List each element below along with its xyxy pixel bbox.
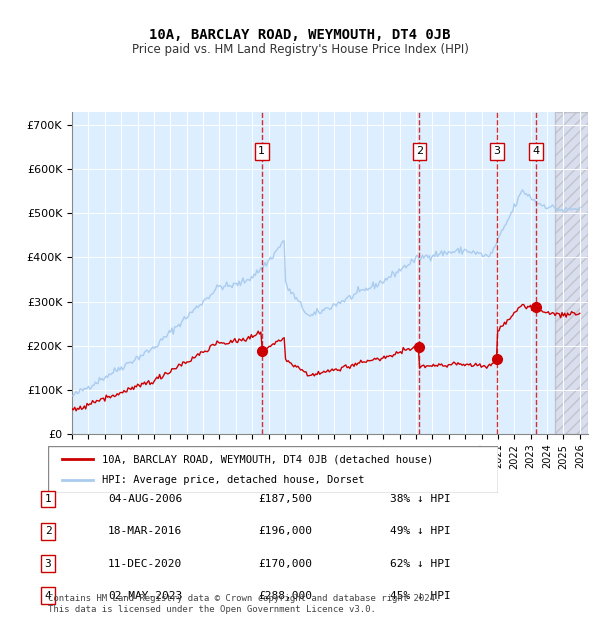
- Text: 02-MAY-2023: 02-MAY-2023: [108, 591, 182, 601]
- Text: Contains HM Land Registry data © Crown copyright and database right 2024.
This d: Contains HM Land Registry data © Crown c…: [48, 595, 440, 614]
- Text: 1: 1: [44, 494, 52, 504]
- Text: 62% ↓ HPI: 62% ↓ HPI: [390, 559, 451, 569]
- Text: 3: 3: [493, 146, 500, 156]
- FancyBboxPatch shape: [48, 446, 498, 493]
- Text: £288,000: £288,000: [258, 591, 312, 601]
- Text: Price paid vs. HM Land Registry's House Price Index (HPI): Price paid vs. HM Land Registry's House …: [131, 43, 469, 56]
- Bar: [555, 112, 588, 434]
- Text: £170,000: £170,000: [258, 559, 312, 569]
- Text: 49% ↓ HPI: 49% ↓ HPI: [390, 526, 451, 536]
- Text: 10A, BARCLAY ROAD, WEYMOUTH, DT4 0JB (detached house): 10A, BARCLAY ROAD, WEYMOUTH, DT4 0JB (de…: [102, 454, 433, 464]
- Text: 2: 2: [44, 526, 52, 536]
- Text: 4: 4: [532, 146, 539, 156]
- Text: 3: 3: [44, 559, 52, 569]
- Text: 38% ↓ HPI: 38% ↓ HPI: [390, 494, 451, 504]
- Text: 18-MAR-2016: 18-MAR-2016: [108, 526, 182, 536]
- Text: HPI: Average price, detached house, Dorset: HPI: Average price, detached house, Dors…: [102, 475, 365, 485]
- Text: 10A, BARCLAY ROAD, WEYMOUTH, DT4 0JB: 10A, BARCLAY ROAD, WEYMOUTH, DT4 0JB: [149, 28, 451, 42]
- Text: 45% ↓ HPI: 45% ↓ HPI: [390, 591, 451, 601]
- Text: £196,000: £196,000: [258, 526, 312, 536]
- Text: 04-AUG-2006: 04-AUG-2006: [108, 494, 182, 504]
- Text: 1: 1: [259, 146, 265, 156]
- Bar: [555, 112, 588, 434]
- Text: £187,500: £187,500: [258, 494, 312, 504]
- Text: 2: 2: [416, 146, 423, 156]
- Text: 11-DEC-2020: 11-DEC-2020: [108, 559, 182, 569]
- Text: 4: 4: [44, 591, 52, 601]
